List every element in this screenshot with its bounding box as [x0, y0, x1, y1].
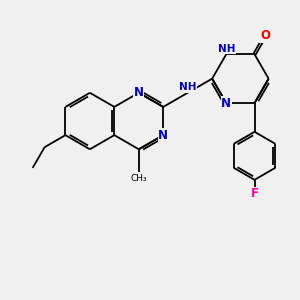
Text: N: N — [134, 86, 144, 99]
Text: NH: NH — [179, 82, 196, 92]
Text: O: O — [260, 29, 270, 42]
Text: N: N — [221, 97, 231, 110]
Text: NH: NH — [218, 44, 235, 54]
Text: N: N — [158, 129, 168, 142]
Text: F: F — [250, 188, 259, 200]
Text: CH₃: CH₃ — [130, 174, 147, 183]
